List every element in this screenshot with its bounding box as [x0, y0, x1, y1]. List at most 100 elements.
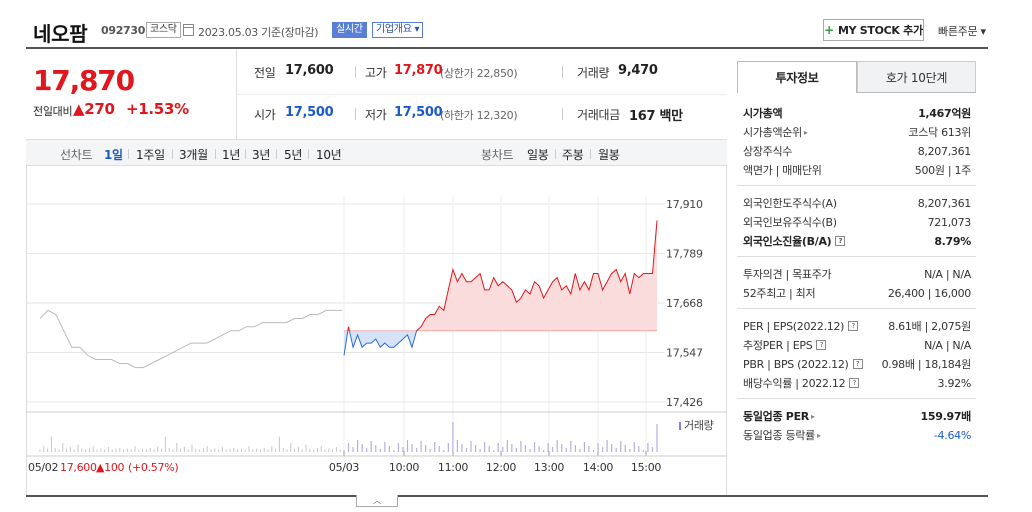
x-tick-label: 10:00: [389, 461, 420, 474]
divider: [737, 398, 976, 399]
divider: [590, 149, 591, 159]
divider: [555, 149, 556, 159]
volume-legend-swatch: [679, 422, 681, 430]
y-tick-label: 17,668: [666, 297, 703, 310]
realtime-button[interactable]: 실시간: [332, 22, 367, 38]
divider: [245, 149, 246, 159]
est-per-value: N/A | N/A: [924, 338, 971, 352]
candle-weekly[interactable]: 주봉: [562, 148, 584, 162]
tab-underline: [857, 92, 976, 93]
high-label: 고가: [365, 66, 387, 80]
candle-daily[interactable]: 일봉: [527, 148, 549, 162]
y-tick-label: 17,426: [666, 396, 703, 409]
divider: [172, 149, 173, 159]
chart-labels: 17,910 17,789 17,668 17,547 17,426 05/03 10:00…: [28, 198, 714, 474]
tab-invest-info[interactable]: 투자정보: [737, 61, 857, 93]
week52-row: 52주최고 | 최저 26,400 | 16,000: [743, 285, 971, 301]
quick-order-dropdown[interactable]: 빠른주문 ▾: [938, 25, 986, 38]
prev-close-label: 전일: [254, 66, 276, 80]
industry-rate-value: -4.64%: [933, 428, 971, 442]
stock-name: 네오팜: [33, 22, 88, 46]
y-tick-label: 17,789: [666, 248, 703, 261]
par-label: 액면가 | 매매단위: [743, 164, 822, 177]
period-10y[interactable]: 10년: [316, 148, 342, 162]
chart-toolbar: 선차트 1일 1주일 3개월 1년 3년 5년 10년 봉차트 일봉 주봉 월봉: [26, 139, 727, 166]
market-cap-row: 시가총액 1,467억원: [743, 105, 971, 121]
today-price-line: [343, 220, 658, 356]
reference-date: 2023.05.03 기준(장마감): [198, 26, 319, 39]
dividend-row: 배당수익률 | 2022.12? 3.92%: [743, 375, 971, 391]
change-percent: +1.53%: [126, 100, 189, 118]
collapse-chevron-icon[interactable]: ︿: [356, 495, 398, 507]
intraday-chart[interactable]: 17,910 17,789 17,668 17,547 17,426 05/03 10:00…: [26, 166, 727, 496]
upper-limit: (상한가 22,850): [440, 67, 518, 80]
stats-row-divider: [237, 94, 727, 95]
foreign-limit-row: 외국인한도주식수(A) 8,207,361: [743, 195, 971, 211]
est-per-row: 추정PER | EPS? N/A | N/A: [743, 337, 971, 353]
help-icon[interactable]: ?: [848, 321, 859, 331]
shares-label: 상장주식수: [743, 145, 793, 158]
help-icon[interactable]: ?: [849, 378, 860, 388]
divider: [562, 66, 563, 78]
x-tick-label: 05/03: [329, 461, 360, 474]
industry-per-value: 159.97배: [920, 410, 972, 423]
industry-per-row[interactable]: 동일업종 PER ▸ 159.97배: [743, 408, 971, 424]
period-1d[interactable]: 1일: [104, 148, 123, 162]
opinion-value: N/A | N/A: [924, 267, 971, 281]
top-divider: [26, 47, 988, 49]
foreign-limit-value: 8,207,361: [917, 196, 972, 210]
foreign-limit-label: 외국인한도주식수(A): [743, 197, 837, 210]
x-tick-label: 13:00: [534, 461, 565, 474]
help-icon[interactable]: ?: [852, 359, 863, 369]
prev-day-change-pct: (+0.57%): [128, 461, 178, 474]
open-label: 시가: [254, 108, 276, 122]
period-3y[interactable]: 3년: [252, 148, 271, 162]
company-overview-dropdown[interactable]: 기업개요 ▾: [372, 22, 424, 38]
industry-rate-row[interactable]: 동일업종 등락률 ▸ -4.64%: [743, 427, 971, 443]
cap-rank-value: 코스닥 613위: [908, 126, 971, 139]
prev-day-change: ▲100: [96, 461, 125, 474]
opinion-row: 투자의견 | 목표주가 N/A | N/A: [743, 266, 971, 282]
chevron-right-icon: ▸: [803, 127, 808, 137]
add-mystock-button[interactable]: + MY STOCK 추가: [823, 19, 924, 41]
up-line: [347, 220, 658, 331]
period-3m[interactable]: 3개월: [179, 148, 208, 162]
candle-monthly[interactable]: 월봉: [598, 148, 620, 162]
per-label: PER | EPS(2022.12): [743, 319, 845, 333]
up-area: [344, 220, 657, 331]
cap-rank-row[interactable]: 시가총액순위 ▸ 코스닥 613위: [743, 124, 971, 140]
period-1y[interactable]: 1년: [222, 148, 241, 162]
lower-limit: (하한가 12,320): [440, 109, 518, 122]
shares-value: 8,207,361: [917, 144, 972, 158]
stock-code: 092730: [101, 24, 146, 37]
market-cap-value: 1,467억원: [918, 107, 971, 120]
prev-day-close: 17,600: [60, 461, 97, 474]
market-badge: 코스닥: [146, 22, 181, 38]
price-divider: [236, 49, 237, 139]
chevron-right-icon: ▸: [816, 430, 821, 440]
pbr-value: 0.98배 | 18,184원: [881, 358, 972, 371]
change-amount: ▲270: [73, 100, 115, 118]
dividend-label: 배당수익률 | 2022.12: [743, 377, 846, 390]
divider: [355, 66, 356, 78]
help-icon[interactable]: ?: [835, 236, 846, 246]
prev-day-compare-label: 전일대비: [33, 105, 73, 118]
pbr-label: PBR | BPS (2022.12): [743, 357, 849, 371]
low-label: 저가: [365, 108, 387, 122]
low-value: 17,500: [394, 105, 443, 120]
volume-legend-label: 거래량: [684, 419, 714, 432]
candle-chart-label[interactable]: 봉차트: [481, 148, 514, 162]
tab-order-book[interactable]: 호가 10단계: [857, 61, 976, 93]
period-1w[interactable]: 1주일: [136, 148, 165, 162]
divider: [562, 108, 563, 120]
help-icon[interactable]: ?: [816, 340, 827, 350]
chart-frame: [26, 166, 727, 496]
line-chart-label[interactable]: 선차트: [60, 148, 93, 162]
divider: [128, 149, 129, 159]
period-5y[interactable]: 5년: [284, 148, 303, 162]
x-tick-label: 11:00: [438, 461, 469, 474]
x-tick-label: 15:00: [631, 461, 662, 474]
foreign-hold-row: 외국인보유주식수(B) 721,073: [743, 214, 971, 230]
foreign-ratio-label: 외국인소진율(B/A): [743, 235, 832, 248]
est-per-label: 추정PER | EPS: [743, 339, 813, 352]
